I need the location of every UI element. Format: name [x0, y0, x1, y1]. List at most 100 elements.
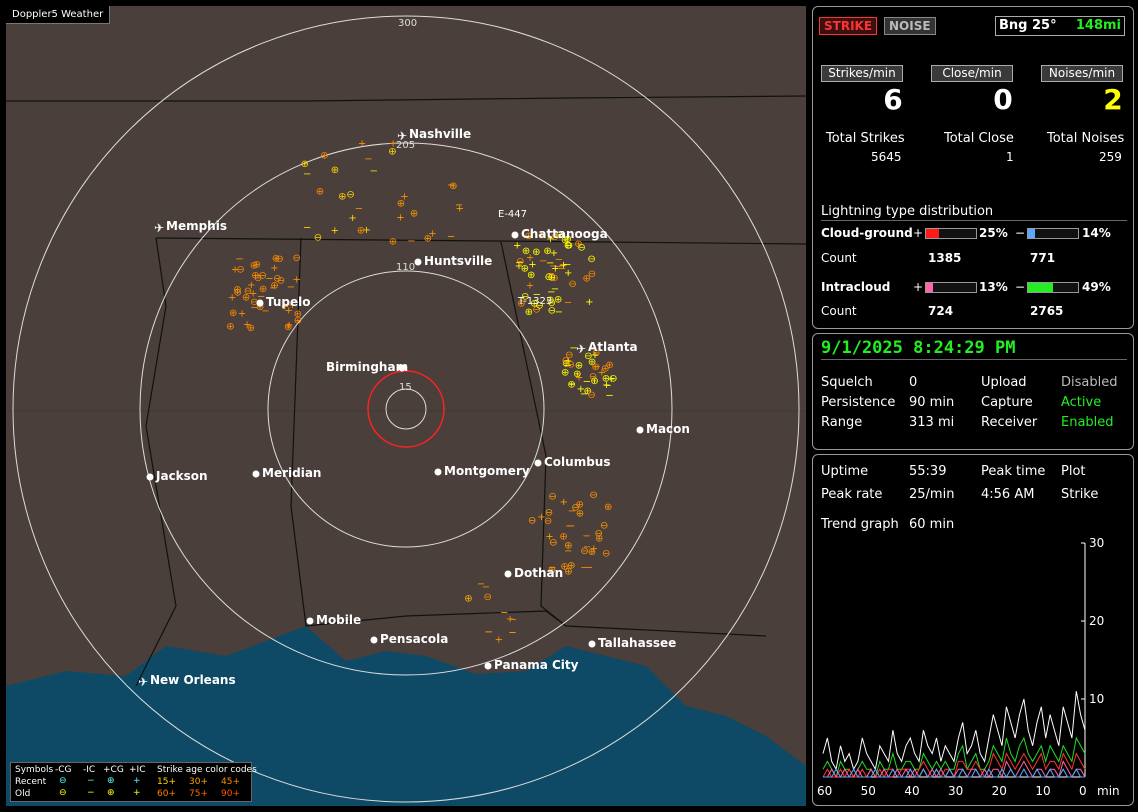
strike-marker: − [265, 274, 273, 285]
x-unit-label: min [1097, 784, 1120, 798]
range-label-15: 15 [399, 382, 412, 393]
strike-marker: − [370, 166, 378, 177]
strike-marker: ⊖ [532, 305, 540, 316]
strike-marker: ⊕ [284, 322, 292, 333]
x-tick-label: 50 [861, 784, 876, 798]
distance-label: 148mi [1075, 18, 1121, 33]
plot-value[interactable]: Strike [1061, 487, 1099, 502]
strike-marker: ⊖ [254, 273, 262, 284]
strike-marker: − [563, 259, 571, 270]
strike-marker: − [500, 608, 508, 619]
total-strikes-value: 5645 [871, 150, 902, 164]
city-label: Birmingham [326, 360, 409, 374]
strike-marker: ⊖ [609, 373, 617, 384]
strike-marker: ⊕ [320, 150, 328, 161]
city-label: Meridian [262, 466, 322, 480]
y-tick-label: 30 [1089, 536, 1104, 550]
strike-marker: − [287, 282, 295, 293]
age-code: 60+ [157, 789, 176, 799]
strike-marker: ⊕ [524, 231, 532, 242]
squelch-label: Squelch [821, 375, 873, 390]
strike-marker: ⊕ [397, 198, 405, 209]
strike-marker: ⊕ [247, 323, 255, 334]
strike-marker: ⊕ [527, 270, 535, 281]
strike-marker: + [551, 264, 559, 275]
strike-marker: − [583, 542, 591, 553]
strike-marker: ⊕ [226, 321, 234, 332]
strike-marker: ⊖ [236, 265, 244, 276]
strike-marker: + [288, 300, 296, 311]
strike-marker: ⊖ [592, 348, 600, 359]
total-noises-label: Total Noises [1047, 131, 1125, 146]
strike-marker: ⊖ [275, 254, 283, 265]
strike-marker: ⊕ [601, 364, 609, 375]
y-tick-label: 20 [1089, 614, 1104, 628]
airport-icon: ✈ [397, 129, 407, 143]
strike-marker: + [455, 204, 463, 215]
cg-count-label: Count [821, 251, 857, 265]
city-label: Columbus [544, 455, 611, 469]
city-label: Montgomery [444, 464, 530, 478]
strike-marker: + [228, 292, 236, 303]
dot-icon [256, 299, 264, 307]
strike-marker: − [555, 307, 563, 318]
city-label: Jackson [156, 469, 208, 483]
strike-marker: ⊖ [588, 269, 596, 280]
upload-value: Disabled [1061, 375, 1118, 390]
receiver-label: Receiver [981, 415, 1038, 430]
strike-marker: − [250, 302, 258, 313]
strike-marker: ⊕ [233, 288, 241, 299]
strike-marker: − [568, 379, 576, 390]
strike-marker: ⊖ [589, 371, 597, 382]
distribution-title: Lightning type distribution [821, 204, 994, 219]
strike-marker: − [553, 262, 561, 273]
strike-marker: ⊖ [565, 350, 573, 361]
strike-marker: ⊖ [292, 253, 300, 264]
strike-marker: ⊕ [590, 376, 598, 387]
strike-marker: ⊕ [564, 240, 572, 251]
city-dots: ✈ ✈ ✈ ✈ [138, 129, 644, 689]
strike-marker: − [569, 343, 577, 354]
dot-icon [636, 426, 644, 434]
y-tick-label: 10 [1089, 692, 1104, 706]
strike-marker: ⊕ [256, 302, 264, 313]
city-label: Dothan [514, 566, 564, 580]
strike-marker: ⊖ [535, 301, 543, 312]
pos-ic-recent-icon: + [133, 776, 141, 786]
datetime: 9/1/2025 8:24:29 PM [821, 338, 1016, 358]
cg-neg-pct: 14% [1082, 226, 1111, 240]
city-label: Mobile [316, 613, 362, 627]
strike-marker: ⊕ [410, 209, 418, 220]
strike-button[interactable]: STRIKE [819, 17, 878, 35]
x-tick-label: 40 [904, 784, 919, 798]
pos-cg-old-icon: ⊕ [107, 788, 115, 798]
cg-minus-sign: − [1015, 226, 1026, 240]
gulf-water [6, 626, 806, 806]
strike-marker: ⊖ [565, 241, 573, 252]
airport-icon: ✈ [138, 675, 148, 689]
strike-marker: ⊖ [516, 256, 524, 267]
peak-rate-label: Peak rate [821, 487, 883, 502]
legend-col: -IC [83, 765, 96, 775]
noise-button[interactable]: NOISE [884, 17, 936, 35]
lightning-map[interactable]: 300 205 110 15 ⊕ − − ⊕ ⊖ − ⊕ ⊖ ⊕ − − ⊕ + ⊕ + ⊖ ⊖ ⊕ − + ⊖ + ⊖ − ⊖… [6, 6, 806, 806]
legend-recent-label: Recent [15, 777, 47, 787]
strike-marker: + [231, 264, 239, 275]
age-code: 90+ [221, 789, 240, 799]
strike-marker: + [247, 280, 255, 291]
strike-marker: ⊕ [521, 264, 529, 275]
strike-marker: ⊕ [576, 508, 584, 519]
persistence-label: Persistence [821, 395, 896, 410]
squelch-value: 0 [909, 375, 918, 390]
trend-panel: Uptime 55:39 Peak time Plot Peak rate 25… [812, 454, 1134, 806]
strike-marker: ⊖ [546, 295, 554, 306]
strike-marker: + [590, 543, 598, 554]
strike-marker: − [558, 263, 566, 274]
legend-col: +CG [103, 765, 124, 775]
strike-marker: ⊕ [424, 234, 432, 245]
strike-marker: − [593, 362, 601, 373]
ic-pos-bar [925, 282, 977, 293]
cg-neg-count: 771 [1030, 251, 1056, 265]
strike-marker: ⊖ [548, 298, 556, 309]
city-label: Panama City [494, 658, 579, 672]
